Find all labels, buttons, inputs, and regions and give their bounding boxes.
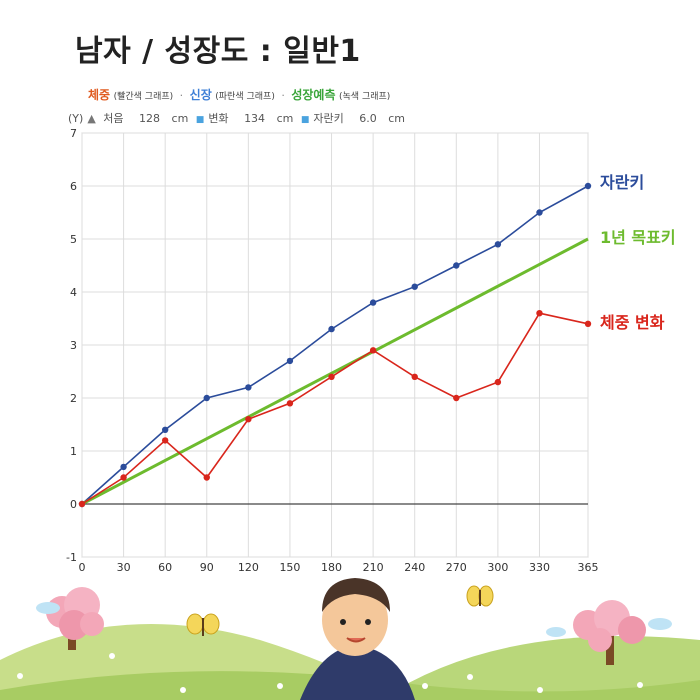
- data-point: [536, 209, 543, 216]
- series-end-label: 자란키: [600, 173, 644, 192]
- data-point: [584, 182, 592, 190]
- flower-icon: [17, 653, 643, 693]
- x-tick-label: 330: [529, 561, 550, 574]
- growth-label: 자란키: [313, 112, 344, 125]
- x-tick-label: 270: [446, 561, 467, 574]
- change-value: 134: [244, 112, 266, 125]
- y-tick-label: 1: [70, 445, 77, 458]
- x-tick-label: 365: [578, 561, 599, 574]
- x-tick-label: 300: [487, 561, 508, 574]
- growth-value: 6.0: [359, 112, 377, 125]
- y-tick-label: 2: [70, 392, 77, 405]
- boy-illustration-icon: [300, 578, 415, 700]
- data-point: [120, 474, 127, 481]
- scenery-illustration: [0, 578, 700, 700]
- change-label: 변화: [208, 112, 229, 125]
- chart-series: [78, 182, 592, 508]
- x-tick-label: 120: [238, 561, 259, 574]
- x-tick-label: 30: [117, 561, 131, 574]
- data-point: [411, 373, 418, 380]
- data-point: [286, 357, 294, 365]
- data-point: [120, 463, 127, 471]
- x-tick-label: 90: [200, 561, 214, 574]
- growth-info: (Y) ▲ 처음 128 cm ■ 변화 134 cm ■ 자란키 6.0 cm: [68, 110, 409, 126]
- page-title: 남자 / 성장도 : 일반1: [75, 34, 361, 69]
- data-point: [203, 474, 210, 481]
- data-point: [494, 241, 502, 248]
- data-point: [453, 394, 460, 402]
- start-label: 처음: [103, 112, 124, 125]
- data-point: [161, 437, 169, 444]
- hill-right: [380, 636, 700, 700]
- chart-axes: 0 30 60 90 120 150 180 210 240 270 300 330 365-10123…: [66, 127, 598, 574]
- x-tick-label: 180: [321, 561, 342, 574]
- y-tick-label: 0: [70, 498, 77, 511]
- height-legend-note: (파란색 그래프): [215, 92, 275, 102]
- growth-unit: cm: [388, 112, 405, 125]
- x-tick-label: 150: [279, 561, 300, 574]
- data-point: [584, 320, 592, 327]
- x-tick-label: 0: [79, 561, 86, 574]
- data-point: [78, 500, 86, 508]
- butterfly-icon: [466, 585, 494, 607]
- series-end-label: 1년 목표키: [600, 228, 676, 247]
- data-point: [245, 384, 252, 391]
- data-point: [411, 283, 418, 290]
- chart-grid: [81, 132, 589, 558]
- data-point: [286, 400, 294, 407]
- start-unit: cm: [171, 112, 189, 125]
- legend-separator: ·: [179, 89, 184, 102]
- y-tick-label: 5: [70, 233, 77, 246]
- data-point: [494, 378, 502, 386]
- y-tick-label: -1: [66, 551, 77, 564]
- x-tick-label: 60: [158, 561, 172, 574]
- data-point: [245, 416, 252, 423]
- butterfly-icon: [186, 613, 220, 636]
- data-point: [328, 373, 335, 380]
- bullet-icon: ■: [195, 115, 205, 125]
- y-tick-label: 3: [70, 339, 77, 352]
- height-legend-label: 신장: [189, 88, 212, 102]
- data-point: [203, 394, 210, 402]
- start-value: 128: [139, 112, 161, 125]
- y-tick-label: 6: [70, 180, 77, 193]
- weight-legend-label: 체중: [88, 88, 111, 102]
- arrow-up-icon: ▲: [87, 112, 96, 125]
- data-point: [369, 299, 377, 306]
- data-point: [536, 310, 543, 317]
- weight-legend-note: (빨간색 그래프): [113, 92, 174, 102]
- data-point: [369, 347, 377, 354]
- predict-legend-label: 성장예측: [291, 88, 336, 102]
- series-line: [81, 237, 589, 506]
- predict-legend-note: (녹색 그래프): [339, 92, 391, 102]
- x-tick-label: 240: [404, 561, 425, 574]
- tree-left-icon: [36, 587, 104, 650]
- data-point: [161, 426, 169, 433]
- x-tick-label: 210: [363, 561, 384, 574]
- legend-header: 체중 (빨간색 그래프) · 신장 (파란색 그래프) · 성장예측 (녹색 그…: [88, 86, 390, 103]
- data-point: [328, 325, 335, 333]
- y-axis-marker: (Y): [68, 112, 84, 125]
- bullet-icon: ■: [300, 115, 310, 125]
- legend-separator: ·: [281, 89, 285, 102]
- y-tick-label: 4: [70, 286, 77, 299]
- tree-right-icon: [546, 600, 672, 665]
- data-point: [453, 262, 460, 269]
- change-unit: cm: [276, 112, 294, 125]
- y-tick-label: 7: [70, 127, 77, 140]
- series-end-label: 체중 변화: [600, 313, 665, 332]
